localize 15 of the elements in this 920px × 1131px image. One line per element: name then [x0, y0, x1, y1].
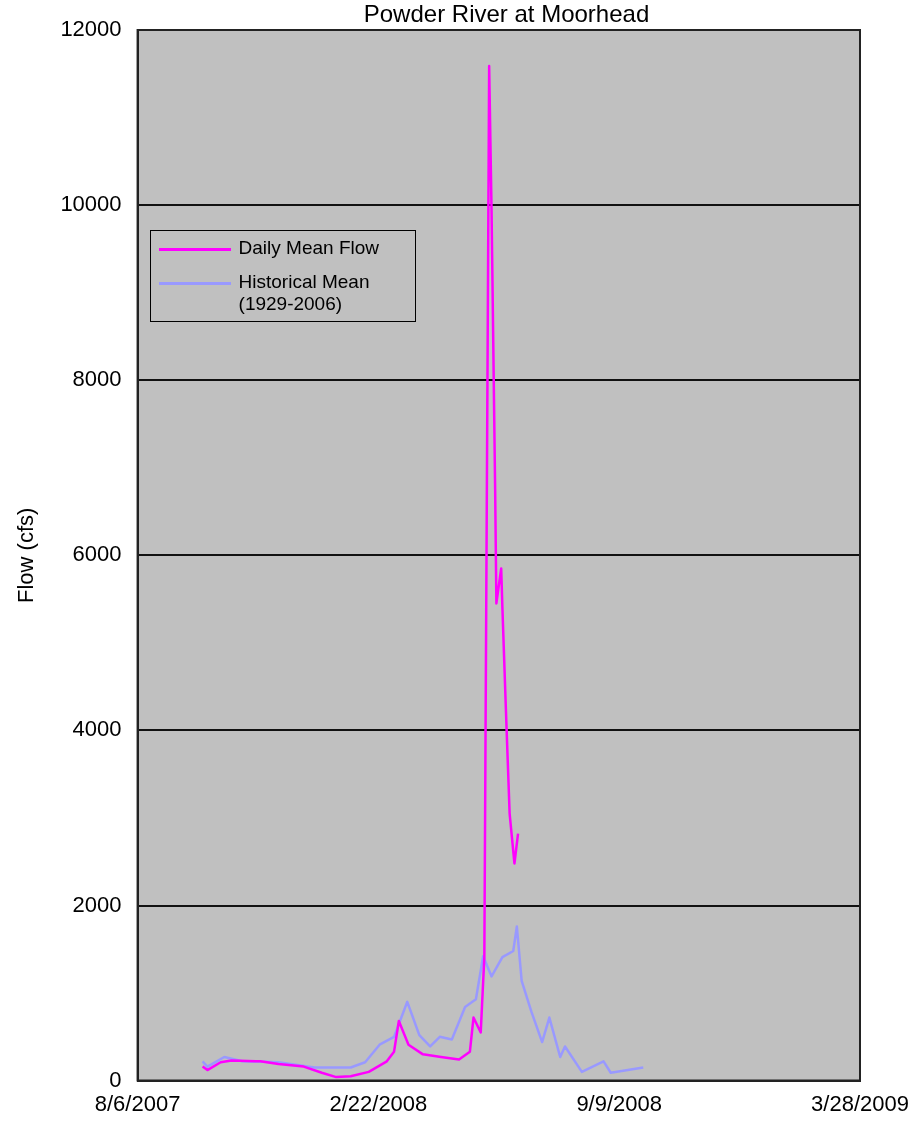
y-tick-label: 6000 [72, 541, 122, 567]
y-tick-label: 4000 [72, 716, 122, 742]
x-tick-label: 9/9/2008 [576, 1090, 663, 1116]
y-tick-label: 10000 [60, 191, 122, 217]
x-tick-label: 2/22/2008 [329, 1090, 428, 1116]
y-tick-label: 2000 [72, 891, 122, 917]
y-tick-label: 8000 [72, 366, 122, 392]
legend-label: Daily Mean Flow [238, 237, 380, 259]
legend-label: Historical Mean (1929-2006) [238, 271, 371, 315]
x-tick-label: 3/28/2009 [811, 1090, 909, 1116]
y-tick-label: 0 [109, 1066, 122, 1092]
y-tick-label: 12000 [60, 16, 122, 42]
x-tick-label: 8/6/2007 [94, 1090, 181, 1116]
chart-title: Powder River at Moorhead [362, 0, 651, 28]
y-axis-title: Flow (cfs) [13, 507, 39, 603]
